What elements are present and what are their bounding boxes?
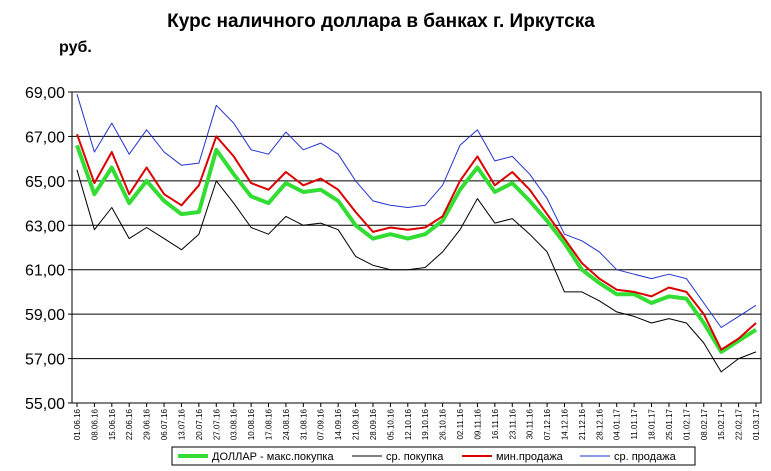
x-tick-label: 01.03.17 xyxy=(752,408,761,440)
legend-box xyxy=(171,446,696,466)
x-tick-label: 28.09.16 xyxy=(369,408,378,440)
legend-label-avg-buy: ср. покупка xyxy=(386,451,444,463)
plot-area xyxy=(71,91,762,404)
gridlines xyxy=(72,135,761,360)
x-tick-label: 27.07.16 xyxy=(212,408,221,440)
legend-label-min-sell: мин.продажа xyxy=(496,451,564,463)
series-line-max-buy xyxy=(75,144,758,354)
series-line-min-sell xyxy=(76,133,757,351)
x-tick-label: 08.06.16 xyxy=(90,408,99,440)
x-tick-label: 12.10.16 xyxy=(404,408,413,440)
y-tick-label: 69,00 xyxy=(25,85,65,102)
x-tick-label: 18.01.17 xyxy=(648,408,657,440)
x-tick-label: 09.11.16 xyxy=(473,408,482,439)
x-tick-label: 15.02.17 xyxy=(717,408,726,440)
x-axis-ticks: 01.06.16 08.06.16 15.06.16 22.06.16 29.06.16… xyxy=(73,403,761,440)
x-tick-label: 28.12.16 xyxy=(595,408,604,440)
x-tick-label: 26.10.16 xyxy=(439,408,448,440)
legend-label-max-buy: ДОЛЛАР - макс.покупка xyxy=(212,451,334,463)
y-tick-label: 63,00 xyxy=(25,218,65,235)
x-tick-label: 17.08.16 xyxy=(265,408,274,440)
x-tick-label: 11.01.17 xyxy=(630,408,639,439)
legend-label-avg-sell: ср. продажа xyxy=(614,451,677,463)
x-tick-label: 31.08.16 xyxy=(299,408,308,440)
x-tick-label: 07.12.16 xyxy=(543,408,552,440)
x-tick-label: 29.06.16 xyxy=(143,408,152,440)
x-tick-label: 07.09.16 xyxy=(317,408,326,440)
x-tick-label: 15.06.16 xyxy=(108,408,117,440)
x-tick-label: 10.08.16 xyxy=(247,408,256,440)
chart-title: Курс наличного доллара в банках г. Иркут… xyxy=(167,11,595,32)
x-tick-label: 05.10.16 xyxy=(386,408,395,440)
y-axis-ticks: 55,00 57,00 59,00 61,00 63,00 65,00 67,00 69,00 xyxy=(25,85,72,413)
y-tick-label: 61,00 xyxy=(25,263,65,280)
y-tick-label: 67,00 xyxy=(25,129,65,146)
x-tick-label: 25.01.17 xyxy=(665,408,674,440)
y-tick-label: 55,00 xyxy=(25,396,65,413)
x-tick-label: 16.11.16 xyxy=(491,408,500,439)
x-tick-label: 24.08.16 xyxy=(282,408,291,440)
y-tick-label: 57,00 xyxy=(25,352,65,369)
x-tick-label: 20.07.16 xyxy=(195,408,204,440)
x-tick-label: 22.06.16 xyxy=(125,408,134,440)
x-tick-label: 14.12.16 xyxy=(560,408,569,440)
x-tick-label: 01.06.16 xyxy=(73,408,82,440)
x-tick-label: 14.09.16 xyxy=(334,408,343,440)
x-tick-label: 01.02.17 xyxy=(682,408,691,440)
x-tick-label: 23.11.16 xyxy=(508,408,517,439)
x-tick-label: 19.10.16 xyxy=(421,408,430,440)
x-tick-label: 21.09.16 xyxy=(352,408,361,440)
x-tick-label: 30.11.16 xyxy=(526,408,535,439)
x-tick-label: 08.02.17 xyxy=(700,408,709,440)
y-tick-label: 65,00 xyxy=(25,174,65,191)
x-tick-label: 06.07.16 xyxy=(160,408,169,440)
y-tick-label: 59,00 xyxy=(25,307,65,324)
x-tick-label: 04.01.17 xyxy=(613,408,622,440)
x-tick-label: 02.11.16 xyxy=(456,408,465,439)
series-line-avg-buy xyxy=(76,169,757,373)
x-tick-label: 13.07.16 xyxy=(177,408,186,440)
y-axis-label: руб. xyxy=(59,39,92,56)
x-tick-label: 03.08.16 xyxy=(230,408,239,440)
series-lines xyxy=(75,94,758,373)
series-line-avg-sell xyxy=(76,94,757,328)
legend: ДОЛЛАР - макс.покупка ср. покупка мин.пр… xyxy=(171,446,696,466)
x-tick-label: 22.02.17 xyxy=(735,408,744,440)
x-tick-label: 21.12.16 xyxy=(578,408,587,440)
